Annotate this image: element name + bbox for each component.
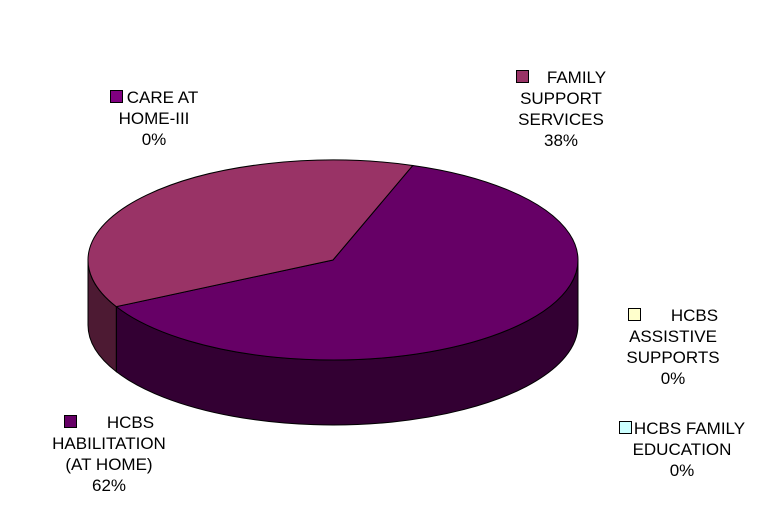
label-care-at-home-line-2: HOME-III [118, 109, 190, 128]
pie-top-faces [87, 159, 579, 361]
label-hcbs-family-education-line-2: EDUCATION [632, 440, 732, 459]
label-family-support-line-1: FAMILY [546, 68, 607, 87]
label-hcbs-assistive: HCBS ASSISTIVE SUPPORTS 0% [598, 305, 748, 389]
label-hcbs-assistive-percent: 0% [660, 369, 686, 388]
label-hcbs-habilitation-percent: 62% [91, 476, 127, 495]
label-hcbs-assistive-line-3: SUPPORTS [626, 348, 720, 367]
label-hcbs-habilitation-line-2: HABILITATION [52, 434, 166, 453]
label-hcbs-family-education-percent: 0% [669, 461, 695, 480]
label-family-support: FAMILY SUPPORT SERVICES 38% [476, 67, 646, 151]
label-care-at-home: CARE AT HOME-III 0% [84, 87, 224, 150]
label-care-at-home-percent: 0% [141, 130, 167, 149]
label-hcbs-assistive-line-1: HCBS [670, 306, 719, 325]
label-family-support-line-3: SERVICES [518, 110, 604, 129]
legend-swatch-hcbs-habilitation [63, 415, 77, 429]
legend-swatch-care-at-home [109, 90, 123, 104]
label-care-at-home-line-1: CARE AT [126, 88, 199, 107]
legend-swatch-hcbs-assistive [627, 308, 641, 322]
label-family-support-percent: 38% [543, 131, 579, 150]
label-hcbs-family-education-line-1: HCBS FAMILY [633, 419, 746, 438]
label-hcbs-habilitation-line-1: HCBS [106, 413, 155, 432]
legend-swatch-hcbs-family-education [618, 421, 632, 435]
pie-slice-family-support-services [87, 159, 414, 308]
label-hcbs-family-education: HCBS FAMILY EDUCATION 0% [600, 418, 764, 481]
label-family-support-line-2: SUPPORT [520, 89, 602, 108]
legend-swatch-family-support [515, 70, 529, 84]
label-hcbs-habilitation-line-3: (AT HOME) [65, 455, 153, 474]
label-hcbs-habilitation: HCBS HABILITATION (AT HOME) 62% [14, 412, 204, 496]
label-hcbs-assistive-line-2: ASSISTIVE [629, 327, 717, 346]
pie-slice-hcbs-habilitation-at-home [115, 164, 579, 361]
